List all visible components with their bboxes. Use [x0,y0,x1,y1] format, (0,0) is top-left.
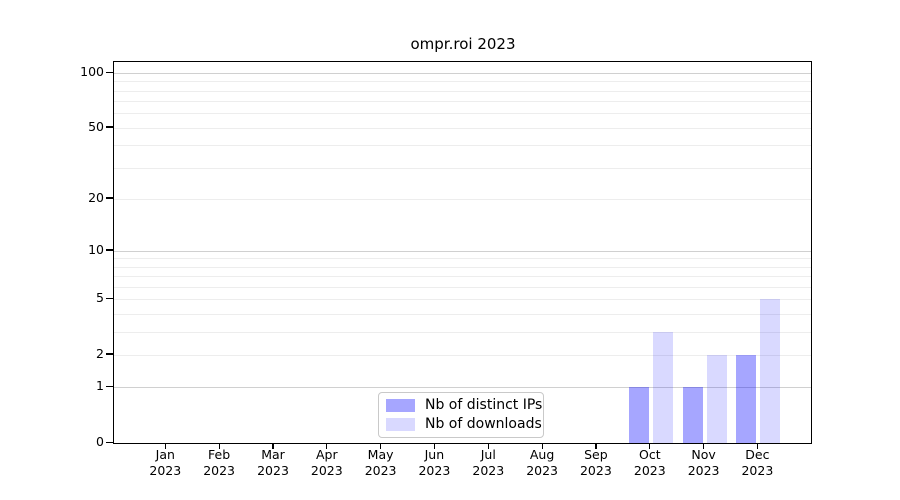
x-tick [326,443,328,449]
x-tick-label: Jul 2023 [472,447,505,478]
x-tick-label: Oct 2023 [633,447,666,478]
legend-label: Nb of downloads [425,416,542,432]
y-tick-label: 10 [88,241,104,257]
legend-label: Nb of distinct IPs [425,397,543,413]
bar-downloads [706,354,727,443]
plot-area [113,61,812,444]
y-gridline-minor [114,299,811,301]
y-tick [106,441,113,443]
y-tick [106,197,113,199]
y-gridline-minor [114,354,811,356]
y-gridline-minor [114,113,811,115]
bar-distinct-ips [628,387,649,443]
y-tick [106,385,113,388]
y-gridline-minor [114,314,811,315]
y-tick-label: 50 [88,118,104,134]
x-tick-label: Mar 2023 [257,447,289,478]
y-gridline-minor [114,145,811,147]
x-tick-label: Apr 2023 [310,447,343,478]
legend-swatch [386,399,415,412]
x-tick [487,443,489,449]
x-tick [703,443,705,449]
chart-title: ompr.roi 2023 [410,35,516,53]
x-tick [272,443,274,449]
y-tick-label: 100 [80,64,104,79]
x-tick [541,443,543,449]
x-tick [649,443,651,449]
legend-item: Nb of downloads [386,416,542,433]
y-gridline-major [114,73,811,74]
y-gridline-major [114,250,811,252]
y-tick [106,71,113,73]
legend-swatch [386,418,415,431]
y-tick [106,249,113,251]
y-tick-label: 2 [96,345,104,361]
y-tick-label: 5 [96,290,104,306]
x-tick-label: Jun 2023 [418,447,451,478]
y-tick [106,126,113,128]
bar-distinct-ips [682,387,703,443]
y-gridline-minor [114,198,811,200]
x-tick-label: Feb 2023 [203,447,235,478]
y-gridline-minor [114,276,811,278]
y-tick-label: 0 [96,434,104,449]
y-gridline-minor [114,258,811,260]
bar-downloads [760,299,781,443]
x-tick [595,443,597,449]
y-gridline-minor [114,331,811,333]
y-gridline-minor [114,127,811,129]
x-tick-label: Aug 2023 [526,447,558,478]
x-tick-label: Sep 2023 [579,447,612,478]
legend-item: Nb of distinct IPs [386,397,542,414]
x-tick-label: Jan 2023 [149,447,182,478]
x-tick [433,443,436,449]
bar-distinct-ips [736,354,757,443]
y-gridline-minor [114,167,811,169]
x-tick [756,443,759,449]
y-gridline-minor [114,101,811,103]
bar-downloads [652,331,673,443]
y-gridline-minor [114,266,811,268]
y-tick-label: 20 [88,189,104,205]
x-tick [380,443,382,449]
x-tick [164,443,166,449]
y-gridline-minor [114,90,811,92]
x-tick [218,443,220,449]
y-gridline-minor [114,81,811,83]
x-tick-label: Dec 2023 [741,447,774,478]
y-gridline-minor [114,287,811,288]
x-tick-label: Nov 2023 [687,447,720,478]
y-tick [106,297,113,300]
y-tick-label: 1 [96,378,104,394]
y-tick [106,353,113,355]
y-gridline-major [114,387,811,389]
legend: Nb of distinct IPs Nb of downloads [378,392,544,438]
x-tick-label: May 2023 [364,447,397,478]
